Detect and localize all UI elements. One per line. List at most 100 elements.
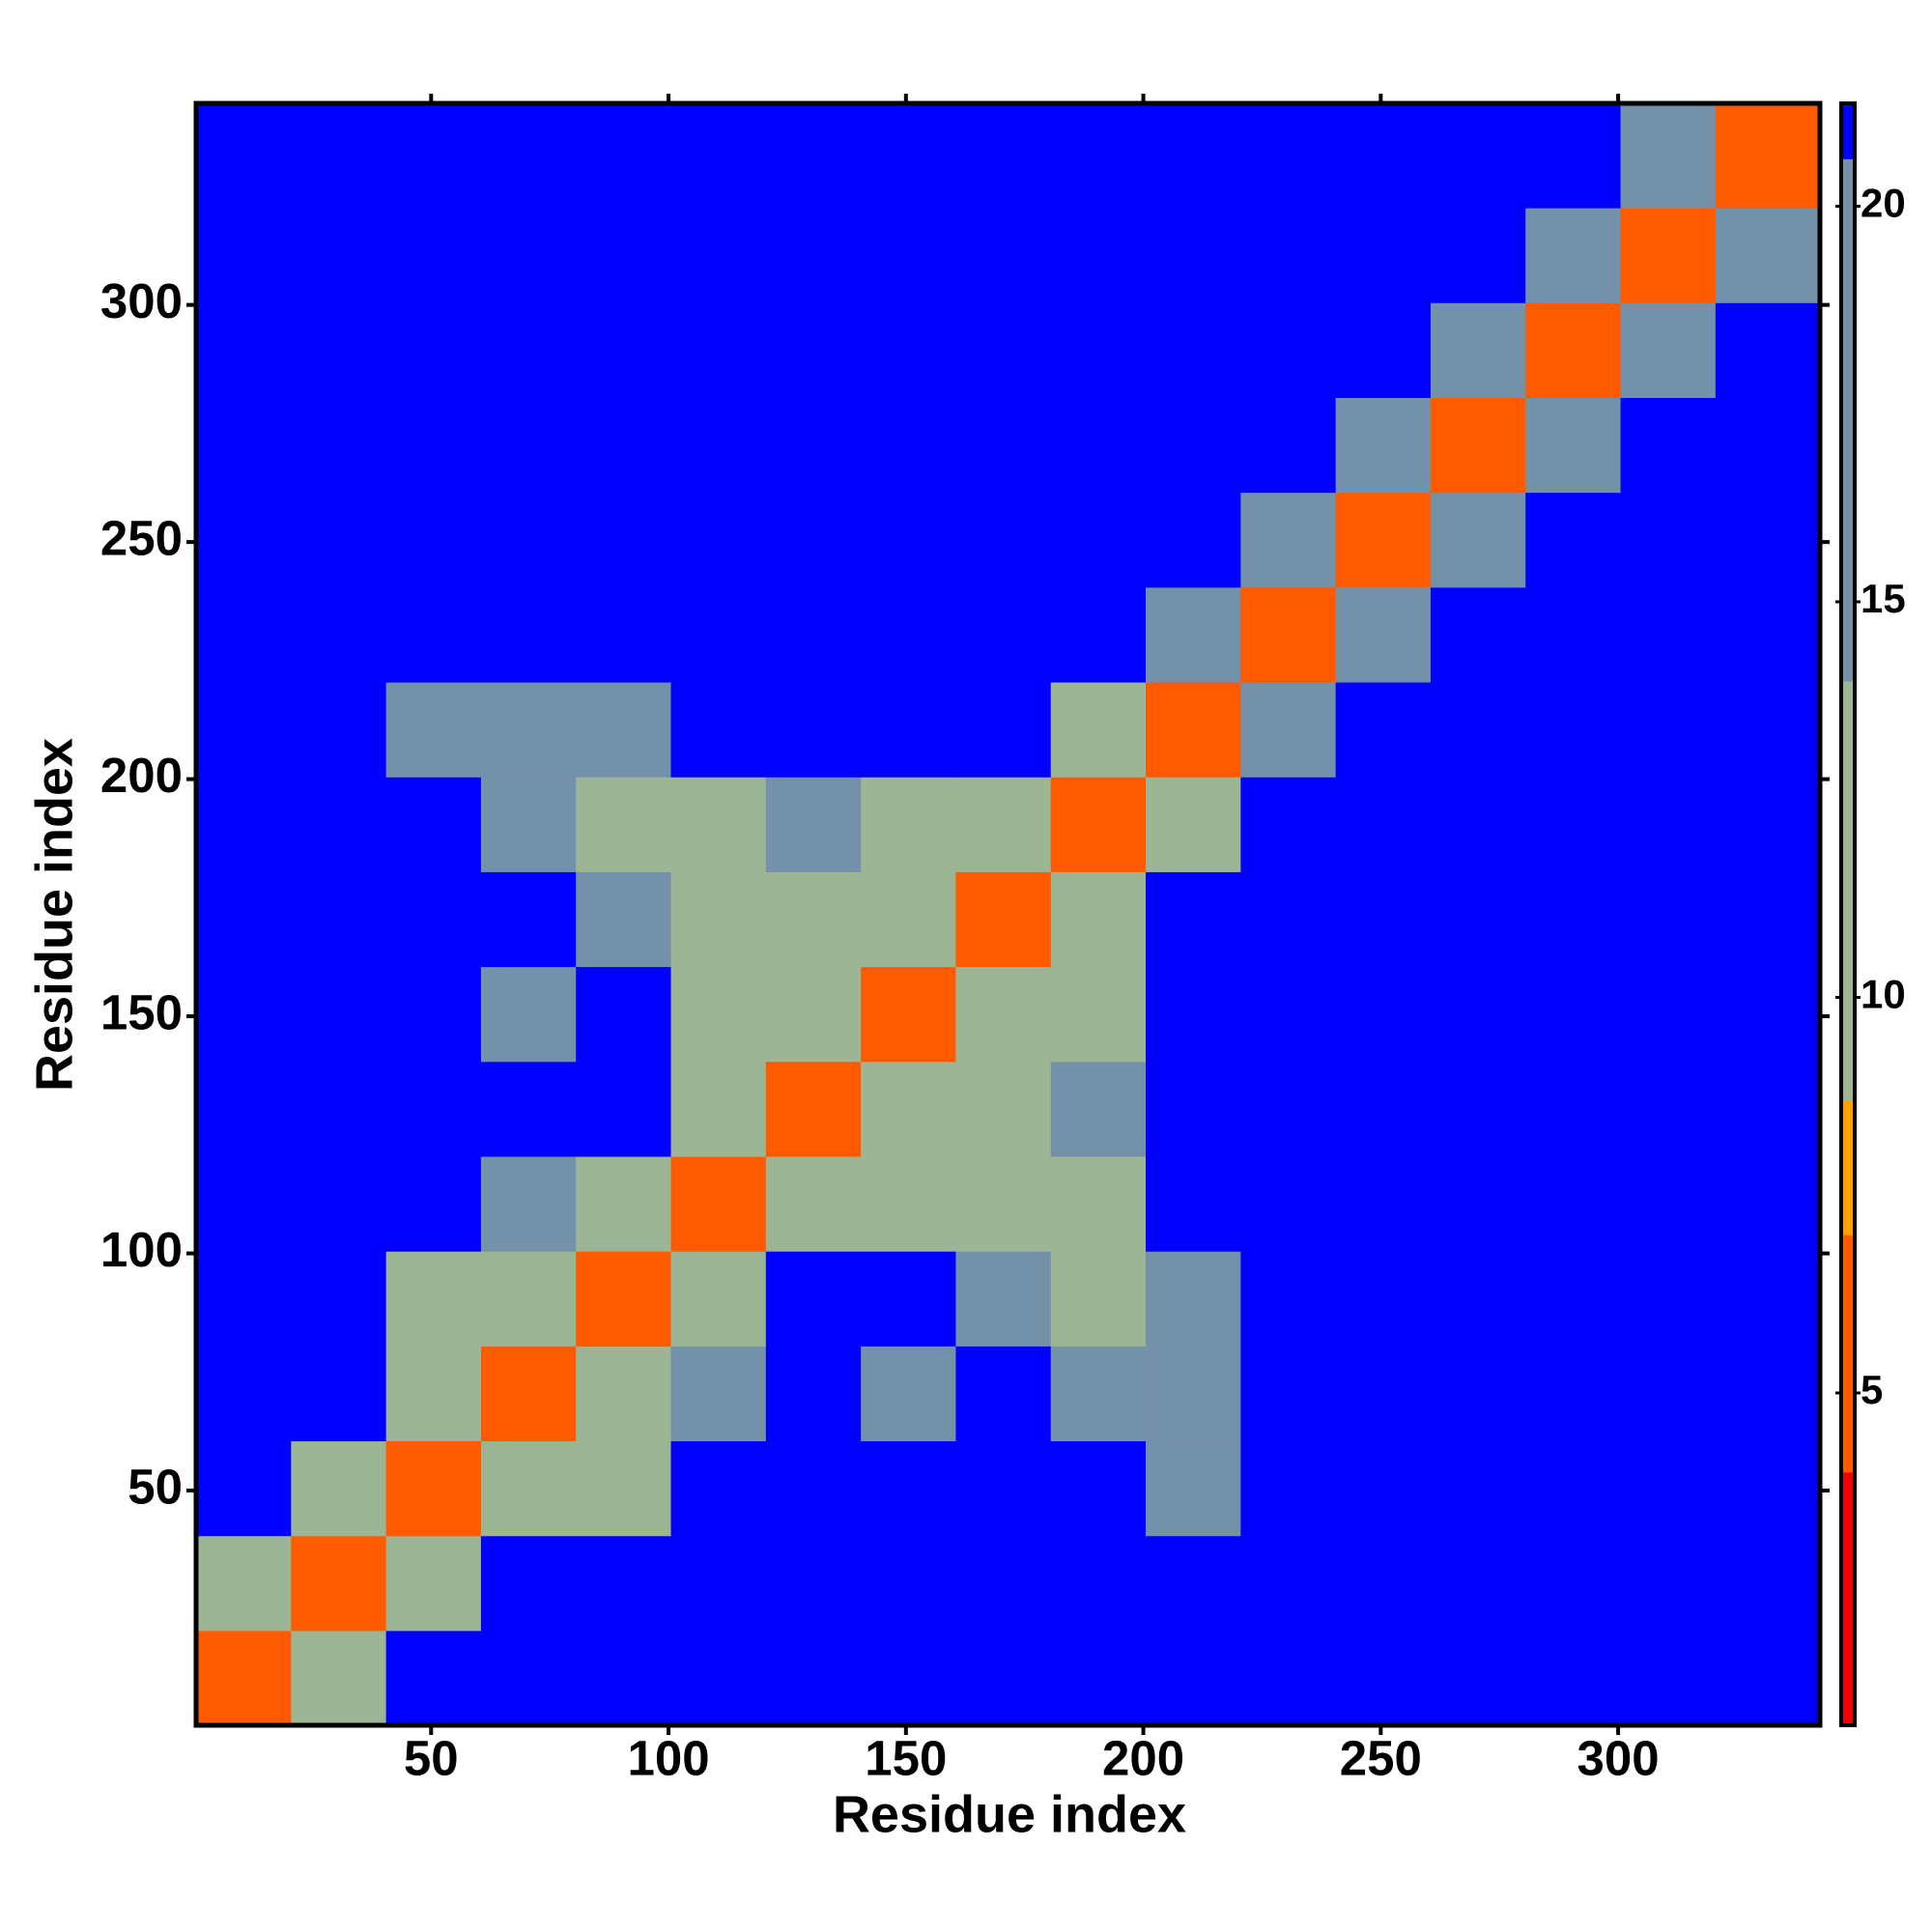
heatmap-cell <box>1525 302 1622 398</box>
heatmap-cell <box>385 302 482 398</box>
heatmap-cell <box>1620 586 1717 683</box>
x-tick-label: 50 <box>404 1730 459 1785</box>
heatmap-cell <box>1050 208 1147 303</box>
heatmap-cell <box>1525 208 1622 303</box>
heatmap-cell <box>1240 777 1337 872</box>
heatmap-cell <box>1146 492 1241 588</box>
heatmap-cell <box>1146 302 1241 398</box>
heatmap-cell <box>1620 492 1717 588</box>
heatmap-cell <box>576 1440 672 1537</box>
heatmap-cell <box>291 681 387 778</box>
heatmap-cell <box>1715 397 1821 494</box>
heatmap-cell <box>1620 1346 1717 1442</box>
colorbar-segment <box>1841 158 1855 682</box>
heatmap-cell <box>1050 397 1147 494</box>
heatmap-cell <box>1715 966 1821 1063</box>
heatmap-cell <box>1146 208 1241 303</box>
heatmap-cell <box>480 103 577 209</box>
heatmap-cell <box>291 1440 387 1537</box>
heatmap-cell <box>385 586 482 683</box>
heatmap-cell <box>765 1346 862 1442</box>
heatmap-cell <box>385 103 482 209</box>
heatmap-cell <box>385 966 482 1063</box>
heatmap-cell <box>1335 1535 1432 1632</box>
heatmap-cell <box>955 397 1052 494</box>
heatmap-cell <box>385 681 482 778</box>
heatmap-cell <box>1525 1535 1622 1632</box>
heatmap-cell <box>291 966 387 1063</box>
heatmap-cell <box>385 492 482 588</box>
heatmap-cell <box>1240 586 1337 683</box>
y-tick-label: 100 <box>100 1222 183 1277</box>
heatmap-cell <box>1050 1251 1147 1347</box>
heatmap-cell <box>291 1251 387 1347</box>
heatmap-cell <box>765 966 862 1063</box>
heatmap-cell <box>861 1346 957 1442</box>
x-tick-label: 100 <box>628 1730 710 1785</box>
heatmap-cell <box>1620 777 1717 872</box>
heatmap-cell <box>1715 103 1821 209</box>
heatmap-cell <box>385 208 482 303</box>
heatmap-cell <box>955 681 1052 778</box>
heatmap-cell <box>670 1346 767 1442</box>
heatmap-cell <box>196 1440 292 1537</box>
heatmap-cell <box>765 397 862 494</box>
colorbar-tick-label: 15 <box>1861 576 1906 621</box>
heatmap-cell <box>1430 1440 1526 1537</box>
heatmap-cell <box>765 302 862 398</box>
heatmap-cell <box>576 1061 672 1157</box>
heatmap-cell <box>670 1251 767 1347</box>
heatmap-cell <box>1620 103 1717 209</box>
heatmap-cell <box>955 103 1052 209</box>
heatmap-cell <box>1146 586 1241 683</box>
heatmap-cell <box>480 1251 577 1347</box>
heatmap-cell <box>1620 1630 1717 1726</box>
heatmap-cell <box>1240 1440 1337 1537</box>
heatmap-cell <box>1240 103 1337 209</box>
heatmap-cell <box>291 397 387 494</box>
heatmap-cell <box>861 302 957 398</box>
heatmap-cell <box>1050 681 1147 778</box>
heatmap-cell <box>1715 1155 1821 1252</box>
heatmap-cell <box>480 302 577 398</box>
heatmap-cell <box>861 1535 957 1632</box>
heatmap-cell <box>861 492 957 588</box>
heatmap-cell <box>1240 1535 1337 1632</box>
heatmap-cell <box>385 871 482 968</box>
heatmap-cell <box>385 1155 482 1252</box>
heatmap-cell <box>576 302 672 398</box>
heatmap-cell <box>1620 1440 1717 1537</box>
heatmap-cell <box>291 1346 387 1442</box>
heatmap-cell <box>196 1155 292 1252</box>
heatmap-cell <box>1335 586 1432 683</box>
heatmap-cell <box>196 397 292 494</box>
heatmap-cell <box>765 1535 862 1632</box>
heatmap-cell <box>670 681 767 778</box>
heatmap-cell <box>1430 1251 1526 1347</box>
x-tick-label: 150 <box>865 1730 947 1785</box>
heatmap-cell <box>1525 1630 1622 1726</box>
heatmap-cell <box>861 1251 957 1347</box>
heatmap-cell <box>1050 492 1147 588</box>
heatmap-cell <box>1715 208 1821 303</box>
y-tick-label: 200 <box>100 748 183 803</box>
heatmap-cell <box>385 1061 482 1157</box>
heatmap-cell <box>576 492 672 588</box>
heatmap-cell <box>1715 681 1821 778</box>
heatmap-cell <box>1430 586 1526 683</box>
heatmap-cell <box>1335 1251 1432 1347</box>
heatmap-cell <box>1335 208 1432 303</box>
heatmap-cell <box>385 1346 482 1442</box>
heatmap-cell <box>955 492 1052 588</box>
heatmap-cell <box>1146 681 1241 778</box>
heatmap-cell <box>480 1155 577 1252</box>
heatmap-cell <box>1620 397 1717 494</box>
heatmap-cell <box>1525 1251 1622 1347</box>
heatmap-cell <box>765 777 862 872</box>
heatmap-cell <box>955 871 1052 968</box>
heatmap-cell <box>1335 681 1432 778</box>
heatmap-cell <box>861 1061 957 1157</box>
heatmap-cell <box>1240 492 1337 588</box>
heatmap-cell <box>1525 777 1622 872</box>
heatmap-cell <box>1240 1155 1337 1252</box>
